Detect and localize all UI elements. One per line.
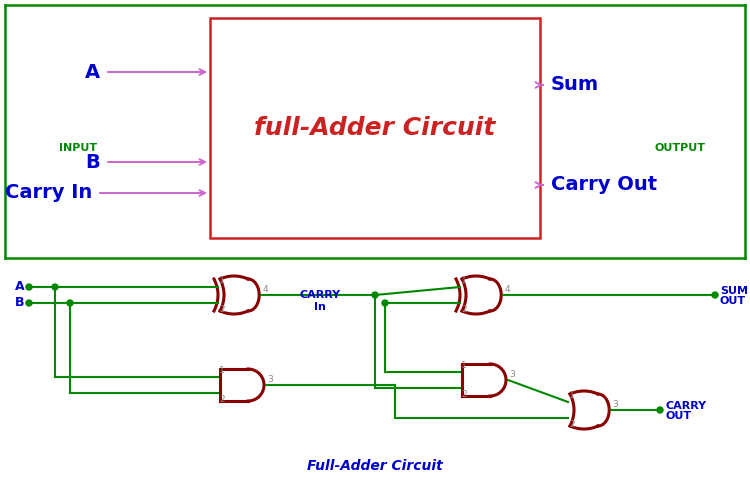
Text: 2: 2 — [219, 305, 225, 314]
Circle shape — [26, 284, 32, 290]
Text: 1: 1 — [461, 276, 466, 285]
Text: INPUT: INPUT — [59, 143, 97, 153]
Text: B: B — [86, 152, 100, 172]
Text: 1: 1 — [219, 366, 225, 375]
Text: Carry In: Carry In — [4, 184, 92, 202]
Bar — [210, 18, 540, 238]
Text: 2: 2 — [219, 395, 225, 404]
Text: 2: 2 — [461, 305, 466, 314]
Text: Sum: Sum — [551, 76, 599, 94]
Text: 1: 1 — [461, 361, 466, 370]
Text: A: A — [85, 63, 100, 81]
Text: 1: 1 — [569, 391, 574, 400]
Text: 2: 2 — [569, 420, 574, 429]
Text: 3: 3 — [612, 400, 618, 409]
Text: OUTPUT: OUTPUT — [655, 143, 706, 153]
Text: 3: 3 — [267, 375, 273, 384]
Text: full-Adder Circuit: full-Adder Circuit — [254, 116, 496, 140]
Text: B: B — [15, 296, 25, 309]
Text: OUT: OUT — [665, 411, 692, 421]
Circle shape — [67, 300, 73, 306]
Text: OUT: OUT — [720, 296, 746, 306]
Text: 4: 4 — [504, 285, 510, 294]
Text: SUM: SUM — [720, 286, 748, 296]
Text: 2: 2 — [461, 390, 466, 399]
Circle shape — [657, 407, 663, 413]
Circle shape — [52, 284, 58, 290]
Text: Full-Adder Circuit: Full-Adder Circuit — [308, 459, 442, 473]
Text: In: In — [314, 302, 326, 312]
Text: CARRY: CARRY — [665, 401, 706, 411]
Text: A: A — [15, 281, 25, 294]
Circle shape — [712, 292, 718, 298]
Text: 4: 4 — [262, 285, 268, 294]
Text: CARRY: CARRY — [299, 290, 340, 300]
Text: 3: 3 — [509, 370, 515, 379]
Circle shape — [372, 292, 378, 298]
Text: Carry Out: Carry Out — [551, 175, 657, 195]
Text: 1: 1 — [219, 276, 225, 285]
Circle shape — [26, 300, 32, 306]
Circle shape — [382, 300, 388, 306]
